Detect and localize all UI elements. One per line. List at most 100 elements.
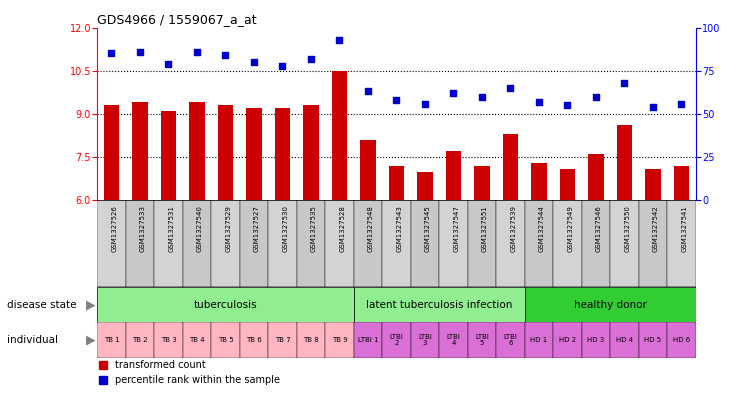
Point: [248, 59, 260, 65]
Text: GSM1327546: GSM1327546: [596, 205, 602, 252]
Bar: [610, 200, 639, 287]
Bar: [269, 322, 297, 358]
Text: GSM1327527: GSM1327527: [254, 205, 260, 252]
Bar: [297, 200, 325, 287]
Bar: [97, 287, 354, 322]
Text: GSM1327539: GSM1327539: [510, 205, 516, 252]
Bar: [183, 200, 211, 287]
Bar: [354, 287, 524, 322]
Bar: [616, 125, 632, 200]
Text: GSM1327540: GSM1327540: [197, 205, 203, 252]
Text: GSM1327547: GSM1327547: [453, 205, 459, 252]
Text: LTBI
6: LTBI 6: [503, 334, 518, 346]
Point: [334, 37, 346, 43]
Bar: [360, 140, 375, 200]
Text: GSM1327551: GSM1327551: [482, 205, 488, 252]
Text: latent tuberculosis infection: latent tuberculosis infection: [366, 299, 512, 310]
Bar: [439, 322, 468, 358]
Point: [619, 80, 631, 86]
Bar: [382, 322, 411, 358]
Point: [191, 49, 203, 55]
Bar: [331, 71, 347, 200]
Bar: [189, 103, 205, 200]
Bar: [97, 200, 126, 287]
Text: HD 6: HD 6: [672, 337, 690, 343]
Bar: [524, 322, 554, 358]
Bar: [218, 105, 233, 200]
Bar: [269, 200, 297, 287]
Bar: [154, 200, 183, 287]
Bar: [673, 166, 689, 200]
Bar: [297, 322, 325, 358]
Bar: [610, 322, 639, 358]
Bar: [239, 200, 269, 287]
Bar: [389, 166, 404, 200]
Bar: [303, 105, 319, 200]
Bar: [325, 322, 354, 358]
Bar: [246, 108, 262, 200]
Text: TB 9: TB 9: [331, 337, 347, 343]
Bar: [639, 200, 667, 287]
Bar: [104, 105, 120, 200]
Text: GSM1327531: GSM1327531: [168, 205, 174, 252]
Text: GSM1327544: GSM1327544: [539, 205, 545, 252]
Bar: [154, 322, 183, 358]
Bar: [354, 200, 382, 287]
Point: [219, 52, 231, 58]
Bar: [411, 200, 439, 287]
Bar: [503, 134, 518, 200]
Text: GSM1327545: GSM1327545: [425, 205, 431, 252]
Bar: [554, 200, 582, 287]
Bar: [417, 172, 433, 200]
Text: HD 3: HD 3: [587, 337, 604, 343]
Text: TB 2: TB 2: [132, 337, 148, 343]
Text: TB 4: TB 4: [189, 337, 205, 343]
Text: GSM1327550: GSM1327550: [625, 205, 631, 252]
Bar: [524, 200, 554, 287]
Text: TB 8: TB 8: [303, 337, 319, 343]
Point: [675, 101, 687, 107]
Text: disease state: disease state: [7, 299, 77, 310]
Text: HD 2: HD 2: [559, 337, 576, 343]
Point: [590, 94, 602, 100]
Point: [305, 55, 317, 62]
Bar: [325, 200, 354, 287]
Bar: [560, 169, 575, 200]
Point: [504, 85, 516, 91]
Bar: [468, 322, 496, 358]
Point: [562, 102, 574, 108]
Bar: [468, 200, 496, 287]
Bar: [446, 151, 462, 200]
Bar: [354, 322, 382, 358]
Text: TB 6: TB 6: [246, 337, 262, 343]
Bar: [474, 166, 490, 200]
Point: [447, 90, 459, 96]
Bar: [183, 322, 211, 358]
Bar: [588, 154, 604, 200]
Text: HD 1: HD 1: [530, 337, 548, 343]
Point: [647, 104, 659, 110]
Text: GSM1327549: GSM1327549: [568, 205, 574, 252]
Text: individual: individual: [7, 335, 58, 345]
Bar: [126, 200, 154, 287]
Text: GDS4966 / 1559067_a_at: GDS4966 / 1559067_a_at: [97, 13, 257, 26]
Text: LTBI 1: LTBI 1: [358, 337, 378, 343]
Point: [390, 97, 402, 103]
Bar: [211, 200, 239, 287]
Text: LTBI
4: LTBI 4: [447, 334, 460, 346]
Text: TB 1: TB 1: [104, 337, 120, 343]
Point: [134, 49, 146, 55]
Text: healthy donor: healthy donor: [574, 299, 646, 310]
Bar: [524, 287, 696, 322]
Text: LTBI
5: LTBI 5: [475, 334, 489, 346]
Bar: [439, 200, 468, 287]
Text: transformed count: transformed count: [115, 360, 206, 369]
Bar: [275, 108, 290, 200]
Text: ▶: ▶: [86, 298, 96, 311]
Bar: [554, 322, 582, 358]
Text: GSM1327530: GSM1327530: [283, 205, 289, 252]
Bar: [211, 322, 239, 358]
Text: tuberculosis: tuberculosis: [194, 299, 257, 310]
Point: [362, 88, 374, 95]
Text: GSM1327535: GSM1327535: [311, 205, 317, 252]
